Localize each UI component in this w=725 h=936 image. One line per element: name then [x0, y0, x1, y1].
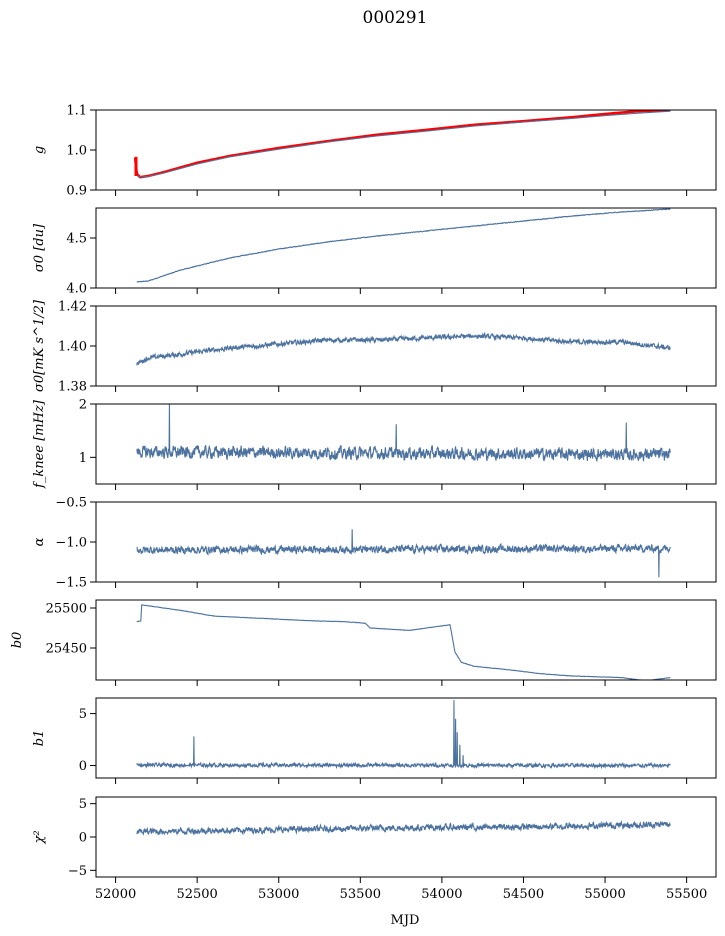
x-tick-label: 52000: [95, 887, 136, 902]
y-tick-label: 4.0: [66, 282, 87, 297]
y-axis-label: χ²: [32, 830, 47, 844]
y-tick-label: 1.38: [58, 380, 87, 395]
x-tick-label: 55500: [666, 887, 707, 902]
series-sigma0: [136, 208, 671, 283]
panel-b1: 0 5 b1: [32, 697, 717, 784]
series-fknee: [136, 404, 671, 462]
panel-fknee: 1 2 f_knee [mHz]: [32, 398, 717, 490]
panel-sigma0-mk: 1.38 1.40 1.42 σ0[mK s^1/2]: [32, 299, 717, 395]
y-tick-label: −1.5: [55, 576, 87, 591]
panels: 0.9 1.0 1.1 g 4.0 4.5 σ0 [du] 1.38 1.40 1.42 σ0[mK…: [10, 104, 717, 902]
y-axis-label: σ0 [du]: [32, 223, 47, 272]
y-tick-label: 25450: [46, 642, 87, 657]
x-axis-label: MJD: [391, 913, 420, 928]
x-tick-label: 55000: [584, 887, 625, 902]
series-b0: [136, 604, 671, 680]
y-tick-label: 0: [79, 831, 87, 846]
y-tick-label: −1.0: [55, 536, 87, 551]
series-chi2: [136, 820, 671, 836]
series-b1: [136, 700, 671, 770]
panel-sigma0-du: 4.0 4.5 σ0 [du]: [32, 207, 717, 297]
panel-frame: [95, 109, 717, 191]
x-tick-label: 52500: [176, 887, 217, 902]
y-axis-label: f_knee [mHz]: [32, 399, 47, 489]
x-tick-label: 53500: [340, 887, 381, 902]
y-tick-label: −5: [68, 864, 87, 879]
x-tick-label: 53000: [258, 887, 299, 902]
panel-frame: [95, 697, 717, 779]
y-tick-label: 5: [79, 707, 87, 722]
y-tick-label: 1.40: [58, 340, 87, 355]
series-g-measured: [134, 110, 671, 178]
y-axis-label: σ0[mK s^1/2]: [32, 299, 47, 392]
series-g-model: [133, 110, 671, 179]
panel-g: 0.9 1.0 1.1 g: [32, 104, 717, 199]
figure-title: 000291: [363, 8, 428, 28]
y-tick-label: 1.0: [66, 144, 87, 159]
x-tick-label: 54000: [421, 887, 462, 902]
y-tick-label: 4.5: [66, 232, 87, 247]
y-axis-label: g: [32, 146, 47, 154]
panel-alpha: −1.5 −1.0 −0.5 α: [32, 496, 717, 591]
panel-frame: [95, 501, 717, 583]
panel-frame: [95, 403, 717, 485]
y-tick-label: 25500: [46, 602, 87, 617]
series-sigma0-mk: [136, 331, 671, 366]
series-alpha: [136, 529, 671, 578]
y-axis-label: b1: [32, 730, 47, 747]
y-tick-label: 2: [79, 398, 87, 413]
y-tick-label: 0.9: [66, 184, 87, 199]
y-tick-label: 1.1: [66, 104, 87, 119]
y-tick-label: 0: [79, 759, 87, 774]
y-tick-label: 1: [79, 451, 87, 466]
panel-b0: 25450 25500 b0: [10, 599, 717, 686]
y-tick-label: 5: [79, 797, 87, 812]
panel-frame: [95, 599, 717, 681]
y-tick-label: −0.5: [55, 496, 87, 511]
y-axis-label: b0: [10, 632, 25, 649]
panel-frame: [95, 305, 717, 387]
panel-frame: [95, 796, 717, 878]
y-tick-label: 1.42: [58, 300, 87, 315]
y-axis-label: α: [32, 537, 47, 546]
x-tick-label: 54500: [503, 887, 544, 902]
panel-frame: [95, 207, 717, 289]
panel-chi2: −5 0 5 52000 52500 53000 53500 54000 54500 55000 5…: [32, 796, 717, 902]
